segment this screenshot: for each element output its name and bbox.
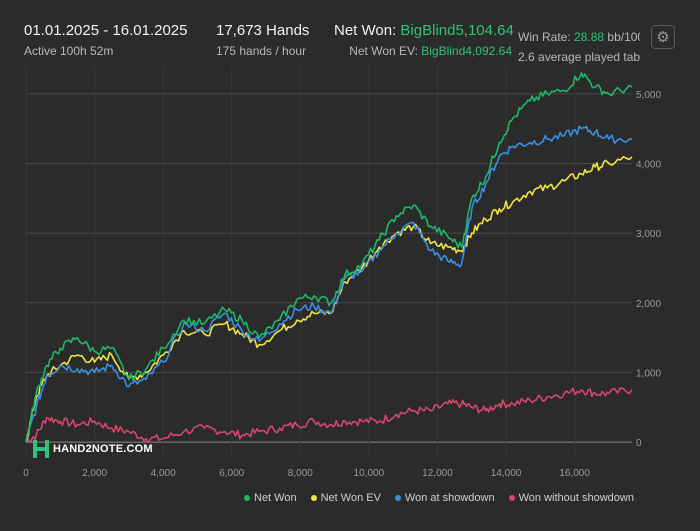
hand2note-logo: HAND2NOTE.COM [33,440,153,458]
y-tick-label: 0 [636,438,642,449]
net-won-label: Net Won: [334,22,397,39]
date-range: 01.01.2025 - 16.01.2025 [24,22,188,39]
net-won-ev-label: Net Won EV: [349,44,418,58]
y-tick-label: 5,000 [636,90,661,101]
x-tick-label: 8,000 [288,468,313,479]
legend-dot [394,495,401,501]
hands-per-hour: 175 hands / hour [216,44,307,58]
legend-item-net-won[interactable]: Net Won [244,492,297,504]
series-line-won_showdown [25,125,633,443]
y-tick-label: 4,000 [636,160,661,171]
date-range-block: 01.01.2025 - 16.01.2025 Active 100h 52m [24,22,187,58]
x-tick-label: 0 [23,468,29,479]
gear-icon: ⚙ [656,29,670,46]
x-tick-label: 14,000 [491,468,522,479]
net-won-block: Net Won: BigBlind5,104.64 Net Won EV: Bi… [334,22,514,58]
net-won-value: BigBlind5,104.64 [400,22,514,39]
series-line-won_no_showdown [25,387,633,444]
win-rate-label: Win Rate: [518,30,571,44]
legend-label: Won without showdown [518,492,634,504]
average-tables: 2.6 average played tables [518,50,640,64]
hands-block: 17,673 Hands 175 hands / hour [216,22,309,58]
legend-item-won-at-showdown[interactable]: Won at showdown [394,492,495,504]
x-tick-label: 2,000 [82,468,107,479]
legend-item-net-won-ev[interactable]: Net Won EV [310,492,381,504]
hands-count: 17,673 Hands [216,22,310,39]
x-tick-label: 16,000 [559,468,590,479]
legend-label: Net Won EV [320,492,381,504]
x-tick-label: 4,000 [151,468,176,479]
x-tick-label: 10,000 [354,468,385,479]
win-rate-value: 28.88 [574,30,605,44]
legend-label: Net Won [254,492,297,504]
win-rate-block: Win Rate: 28.88 bb/100 2.6 average playe… [518,24,640,64]
settings-gear-button[interactable]: ⚙ [651,25,675,49]
legend-dot [244,495,250,501]
legend-dot [508,495,515,501]
logo-mark-icon [33,440,49,458]
y-tick-label: 2,000 [636,299,661,310]
active-time: Active 100h 52m [24,44,114,58]
chart-legend: Net Won Net Won EV Won at showdown Won w… [244,492,634,504]
legend-item-won-without-showdown[interactable]: Won without showdown [508,492,634,504]
legend-dot [310,495,317,501]
y-tick-label: 1,000 [636,368,661,379]
logo-text: HAND2NOTE.COM [53,443,153,455]
x-tick-label: 12,000 [422,468,453,479]
x-tick-label: 6,000 [219,468,244,479]
net-won-ev-value: BigBlind4,092.64 [421,44,512,58]
win-rate-unit: bb/100 [607,30,640,44]
y-tick-label: 3,000 [636,229,661,240]
legend-label: Won at showdown [404,492,495,504]
series-line-net_won [25,72,633,443]
